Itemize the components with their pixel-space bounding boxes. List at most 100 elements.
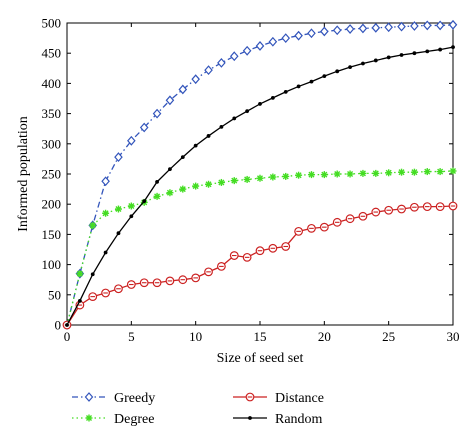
data-point <box>422 20 432 31</box>
data-point <box>307 28 316 39</box>
y-tick-label: 400 <box>42 76 62 91</box>
legend-item-distance: Distance <box>233 391 324 406</box>
data-point <box>435 20 445 31</box>
data-point <box>397 204 406 214</box>
data-point <box>359 169 367 177</box>
data-point <box>103 250 108 255</box>
data-point <box>410 202 419 212</box>
data-point <box>255 41 265 51</box>
data-point <box>436 168 444 176</box>
data-point <box>358 23 368 34</box>
data-point <box>399 53 404 57</box>
x-tick-label: 20 <box>318 329 331 344</box>
data-point <box>256 174 264 182</box>
data-point <box>373 58 378 63</box>
data-point <box>191 74 200 85</box>
data-point <box>178 275 188 285</box>
data-point <box>168 167 172 172</box>
legend-label: Greedy <box>114 391 155 406</box>
axis-ticks: 0 5 10 15 20 25 300501001502002503003504004505… <box>42 16 460 345</box>
data-point <box>448 201 458 211</box>
legend-item-random: Random <box>233 412 323 427</box>
y-tick-label: 0 <box>55 318 62 333</box>
data-point <box>165 276 175 286</box>
data-point <box>307 223 316 233</box>
legend-marker <box>84 392 94 402</box>
data-point <box>179 185 187 193</box>
x-tick-label: 0 <box>64 329 71 344</box>
data-point <box>153 192 161 200</box>
legend-label: Random <box>275 412 323 427</box>
data-point <box>180 155 185 159</box>
y-tick-label: 300 <box>42 136 62 151</box>
data-point <box>255 246 265 256</box>
data-point <box>166 189 174 197</box>
data-point <box>216 262 226 271</box>
data-point <box>206 134 211 138</box>
data-point <box>178 84 188 95</box>
data-point <box>386 55 391 60</box>
data-point <box>425 49 430 54</box>
data-point <box>76 270 84 278</box>
data-point <box>217 178 225 186</box>
series-line <box>66 46 454 326</box>
data-point <box>322 74 327 79</box>
data-point <box>232 116 237 121</box>
data-point <box>412 51 417 56</box>
data-point <box>294 226 304 236</box>
data-point <box>90 272 95 277</box>
data-point <box>320 171 328 179</box>
data-point <box>348 65 352 69</box>
data-point <box>114 205 122 213</box>
data-point <box>268 243 278 253</box>
legend-item-greedy: Greedy <box>72 391 155 406</box>
x-axis-label: Size of seed set <box>217 351 304 366</box>
data-point <box>410 168 418 176</box>
y-tick-label: 500 <box>42 16 62 31</box>
data-point <box>102 209 110 217</box>
data-point <box>422 202 432 212</box>
plot-area: 0 5 10 15 20 25 300501001502002503003504004505… <box>42 16 460 345</box>
data-point <box>114 152 123 162</box>
data-point <box>449 167 457 175</box>
data-point <box>397 21 406 32</box>
data-point <box>438 47 443 52</box>
data-point <box>423 168 431 176</box>
data-point <box>345 214 355 224</box>
data-point <box>116 231 121 236</box>
data-point <box>77 298 82 303</box>
data-point <box>371 22 381 33</box>
y-tick-label: 350 <box>42 106 62 121</box>
data-point <box>398 168 406 176</box>
x-tick-label: 15 <box>254 329 267 344</box>
series-layer <box>62 19 458 330</box>
data-point <box>295 171 303 179</box>
data-point <box>191 273 201 283</box>
y-tick-label: 150 <box>42 227 62 242</box>
data-point <box>139 278 149 288</box>
data-point <box>142 199 147 204</box>
legend-marker <box>248 416 252 420</box>
data-point <box>127 202 135 210</box>
data-point <box>204 65 213 76</box>
data-point <box>126 280 136 289</box>
data-point <box>219 124 224 129</box>
data-point <box>283 89 288 94</box>
legend-marker <box>245 392 255 402</box>
y-tick-label: 50 <box>48 287 61 302</box>
data-point <box>307 171 315 179</box>
data-point <box>448 19 458 30</box>
y-tick-label: 100 <box>42 257 62 272</box>
data-point <box>229 51 239 62</box>
data-point <box>152 108 162 119</box>
data-point <box>296 84 301 89</box>
data-point <box>192 182 200 190</box>
data-point <box>435 202 445 212</box>
data-point <box>229 251 239 260</box>
data-point <box>281 242 291 251</box>
plot-frame <box>66 22 454 326</box>
legend-marker <box>85 414 93 422</box>
data-point <box>372 169 380 177</box>
y-tick-label: 200 <box>42 197 62 212</box>
